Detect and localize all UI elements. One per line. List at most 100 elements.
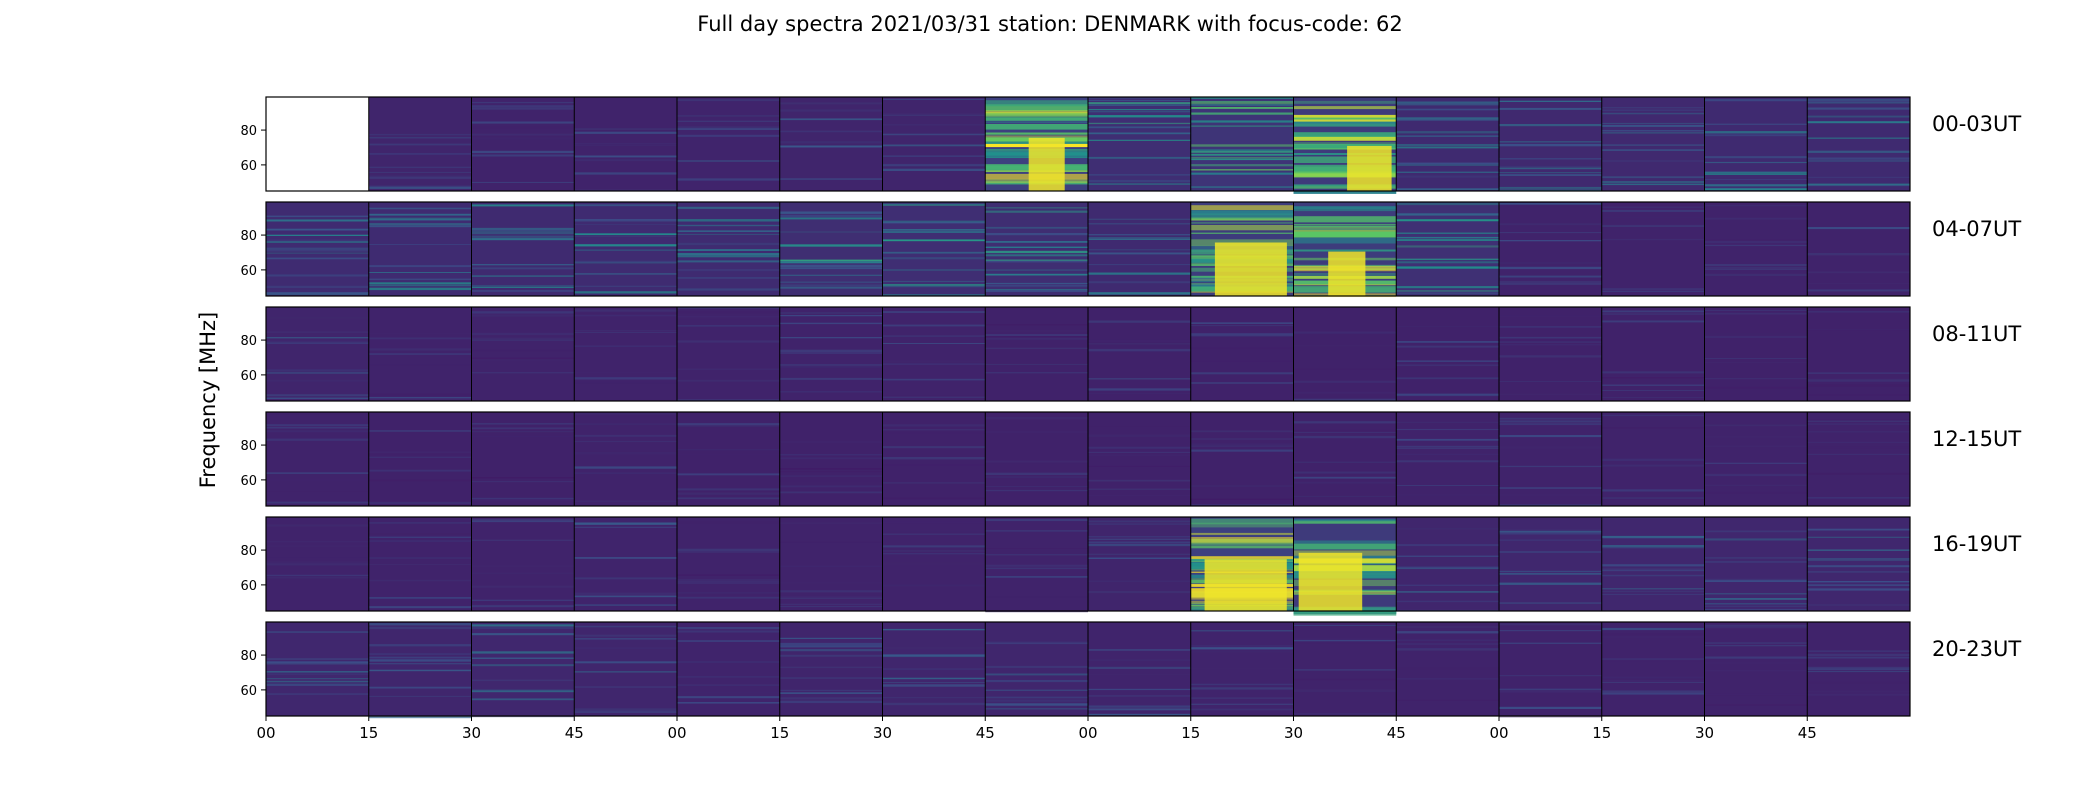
emission-band bbox=[1807, 581, 1910, 583]
spectrum-panel bbox=[471, 202, 575, 296]
emission-band bbox=[266, 693, 369, 695]
emission-band bbox=[368, 217, 472, 220]
y-tick-label: 60 bbox=[240, 369, 257, 384]
emission-band bbox=[1499, 688, 1602, 691]
emission-band bbox=[1190, 186, 1294, 188]
emission-band bbox=[882, 294, 986, 296]
emission-band bbox=[1807, 441, 1910, 443]
emission-band bbox=[1499, 100, 1602, 102]
emission-band bbox=[1190, 225, 1294, 231]
emission-band bbox=[574, 345, 677, 347]
emission-band bbox=[1601, 371, 1705, 374]
spectrum-panel bbox=[985, 307, 1088, 401]
row-frame bbox=[265, 201, 1911, 297]
emission-band bbox=[574, 661, 677, 664]
emission-band bbox=[368, 397, 472, 399]
emission-band bbox=[1396, 144, 1499, 146]
emission-band bbox=[471, 601, 575, 604]
emission-band bbox=[677, 488, 780, 491]
emission-band bbox=[1293, 164, 1397, 172]
emission-band bbox=[1807, 497, 1910, 499]
spectrum-panel bbox=[1704, 202, 1808, 296]
emission-band bbox=[1499, 623, 1602, 626]
emission-band bbox=[1601, 216, 1705, 218]
chart-title: Full day spectra 2021/03/31 station: DEN… bbox=[697, 12, 1403, 36]
emission-band bbox=[1499, 532, 1602, 535]
emission-band bbox=[1704, 445, 1808, 448]
emission-band bbox=[1088, 252, 1191, 255]
emission-band bbox=[266, 541, 369, 543]
emission-band bbox=[1601, 458, 1705, 461]
emission-band bbox=[1190, 438, 1294, 440]
emission-band bbox=[1704, 172, 1808, 174]
y-tick-label: 80 bbox=[240, 439, 257, 454]
emission-band bbox=[1704, 598, 1808, 600]
emission-band bbox=[368, 430, 472, 432]
emission-band bbox=[368, 469, 472, 471]
emission-band bbox=[677, 627, 780, 630]
emission-band bbox=[677, 473, 780, 476]
emission-band bbox=[1396, 146, 1499, 149]
emission-band bbox=[1601, 209, 1705, 212]
emission-band bbox=[1704, 670, 1808, 672]
emission-band bbox=[1499, 336, 1602, 339]
spectra-row-08-11UT: 60 80 08-11UT bbox=[240, 306, 2021, 402]
emission-band bbox=[779, 141, 883, 144]
emission-band bbox=[677, 582, 780, 584]
emission-band bbox=[1807, 420, 1910, 422]
emission-band bbox=[1396, 245, 1499, 248]
emission-band bbox=[574, 671, 677, 673]
emission-band bbox=[266, 557, 369, 558]
emission-band bbox=[779, 267, 883, 270]
emission-band bbox=[779, 645, 883, 648]
emission-band bbox=[1807, 560, 1910, 561]
emission-band bbox=[1499, 465, 1602, 468]
emission-band bbox=[1396, 101, 1499, 104]
emission-band bbox=[471, 565, 575, 567]
emission-band bbox=[779, 281, 883, 283]
emission-band bbox=[266, 576, 369, 579]
emission-band bbox=[1190, 650, 1294, 653]
emission-band bbox=[1704, 484, 1808, 486]
emission-band bbox=[677, 288, 780, 291]
emission-band bbox=[677, 307, 780, 309]
spectrum-panel bbox=[1088, 517, 1191, 611]
emission-band bbox=[1396, 135, 1499, 137]
emission-band bbox=[471, 520, 575, 523]
emission-band bbox=[471, 605, 575, 608]
emission-band bbox=[985, 100, 1088, 107]
emission-band bbox=[1601, 588, 1705, 590]
emission-band bbox=[266, 501, 369, 504]
emission-band bbox=[779, 145, 883, 148]
emission-band bbox=[677, 672, 780, 676]
emission-band bbox=[779, 109, 883, 112]
emission-band bbox=[677, 591, 780, 594]
emission-band bbox=[1190, 382, 1294, 384]
emission-band bbox=[1293, 391, 1397, 394]
spectrum-panel bbox=[1190, 412, 1294, 506]
emission-band bbox=[471, 290, 575, 292]
emission-band bbox=[985, 290, 1088, 292]
emission-band bbox=[1293, 121, 1397, 127]
emission-band bbox=[1190, 360, 1294, 362]
emission-band bbox=[1704, 131, 1808, 133]
spectrum-panel bbox=[1088, 412, 1191, 506]
emission-band bbox=[677, 178, 780, 181]
spectrum-panel bbox=[1190, 307, 1294, 401]
spectra-row-16-19UT: 60 80 16-19UT bbox=[240, 516, 2021, 616]
emission-band bbox=[1499, 232, 1602, 234]
emission-band bbox=[1704, 184, 1808, 187]
emission-band bbox=[1190, 697, 1294, 699]
emission-band bbox=[1807, 282, 1910, 284]
emission-band bbox=[882, 204, 986, 206]
emission-band bbox=[1190, 444, 1294, 447]
emission-band bbox=[1499, 355, 1602, 358]
emission-band bbox=[882, 360, 986, 363]
emission-band bbox=[1088, 237, 1191, 239]
emission-band bbox=[1088, 659, 1191, 661]
emission-band bbox=[1088, 115, 1191, 118]
emission-band bbox=[1088, 97, 1191, 99]
emission-band bbox=[266, 671, 369, 673]
emission-band bbox=[574, 204, 677, 206]
